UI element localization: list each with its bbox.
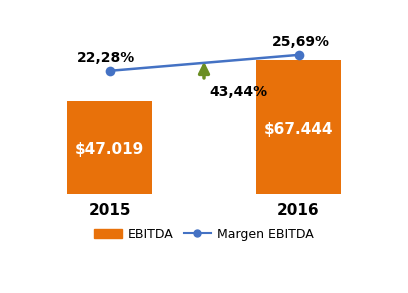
- Text: $67.444: $67.444: [264, 122, 333, 137]
- Bar: [67, 101, 152, 195]
- Bar: [256, 60, 341, 195]
- Text: $47.019: $47.019: [75, 142, 144, 157]
- Text: 22,28%: 22,28%: [77, 51, 135, 65]
- Legend: EBITDA, Margen EBITDA: EBITDA, Margen EBITDA: [89, 223, 319, 246]
- Text: 43,44%: 43,44%: [210, 85, 268, 99]
- Text: 25,69%: 25,69%: [271, 35, 329, 49]
